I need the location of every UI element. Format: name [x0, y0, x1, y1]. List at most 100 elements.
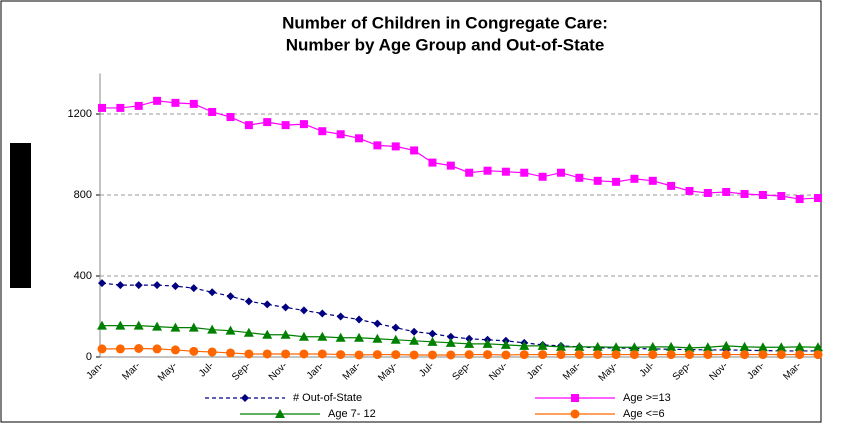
point [428, 329, 437, 338]
point [758, 350, 768, 360]
point [244, 297, 253, 306]
point [647, 341, 658, 351]
point [244, 349, 254, 359]
point [170, 345, 180, 355]
point [409, 350, 419, 360]
point [630, 174, 639, 183]
point [152, 344, 162, 354]
point [483, 350, 493, 360]
series-line [102, 325, 819, 349]
point [446, 161, 455, 170]
point [207, 347, 217, 357]
point [97, 344, 107, 354]
point [134, 281, 143, 290]
point [298, 331, 309, 341]
point [538, 350, 548, 360]
point [208, 288, 217, 297]
point [189, 99, 198, 108]
point [667, 181, 676, 190]
point [740, 350, 750, 360]
point [629, 342, 640, 352]
point [464, 338, 475, 348]
point [299, 306, 308, 315]
point [685, 186, 694, 195]
point [721, 340, 732, 350]
point [574, 341, 585, 351]
y-tick-label: 0 [86, 351, 92, 363]
y-tick-label: 1200 [68, 108, 92, 120]
point [684, 350, 694, 360]
point [556, 168, 565, 177]
point [612, 177, 621, 186]
series-line [102, 100, 819, 200]
point [703, 188, 712, 197]
point [795, 195, 804, 204]
point [116, 103, 125, 112]
point [115, 320, 126, 330]
point [574, 350, 584, 360]
point [153, 96, 162, 105]
y-tick-label: 800 [74, 189, 92, 201]
point [188, 322, 199, 332]
point [336, 312, 345, 321]
point [666, 350, 676, 360]
point [280, 329, 291, 339]
point [814, 194, 822, 203]
point [593, 350, 603, 360]
point [281, 121, 290, 130]
point [355, 134, 364, 143]
point [153, 281, 162, 290]
legend-marker [275, 409, 285, 418]
point [116, 281, 125, 290]
legend-marker [241, 394, 249, 402]
point [575, 173, 584, 182]
point [373, 319, 382, 328]
chart-title: Number of Children in Congregate Care: [282, 13, 608, 32]
point [243, 327, 254, 337]
point [427, 336, 438, 346]
point [170, 322, 181, 332]
point [133, 320, 144, 330]
point [702, 342, 713, 352]
point [207, 324, 218, 334]
y-axis-title-box [10, 143, 31, 288]
point [281, 349, 291, 359]
point [372, 350, 382, 360]
chart-subtitle: Number by Age Group and Out-of-State [286, 35, 605, 54]
point [115, 344, 125, 354]
point [189, 284, 198, 293]
point [263, 118, 272, 127]
legend-marker [571, 394, 579, 402]
point [390, 334, 401, 344]
point [355, 315, 364, 324]
point [813, 350, 823, 360]
point [538, 172, 547, 181]
point [410, 146, 419, 155]
point [336, 130, 345, 139]
legend-label: Age >=13 [623, 392, 671, 404]
point [520, 168, 529, 177]
point [171, 282, 180, 291]
point [354, 350, 364, 360]
point [226, 292, 235, 301]
point [794, 341, 805, 351]
point [226, 113, 235, 122]
point [317, 331, 328, 341]
point [555, 341, 566, 351]
point [465, 168, 474, 177]
point [666, 341, 677, 351]
point [648, 350, 658, 360]
point [391, 142, 400, 151]
point [777, 192, 786, 201]
point [336, 350, 346, 360]
point [629, 350, 639, 360]
y-tick-label: 400 [74, 270, 92, 282]
point [648, 176, 657, 185]
point [134, 101, 143, 110]
point [446, 332, 455, 341]
point [427, 350, 437, 360]
point [464, 350, 474, 360]
point [226, 348, 236, 358]
point [482, 338, 493, 348]
